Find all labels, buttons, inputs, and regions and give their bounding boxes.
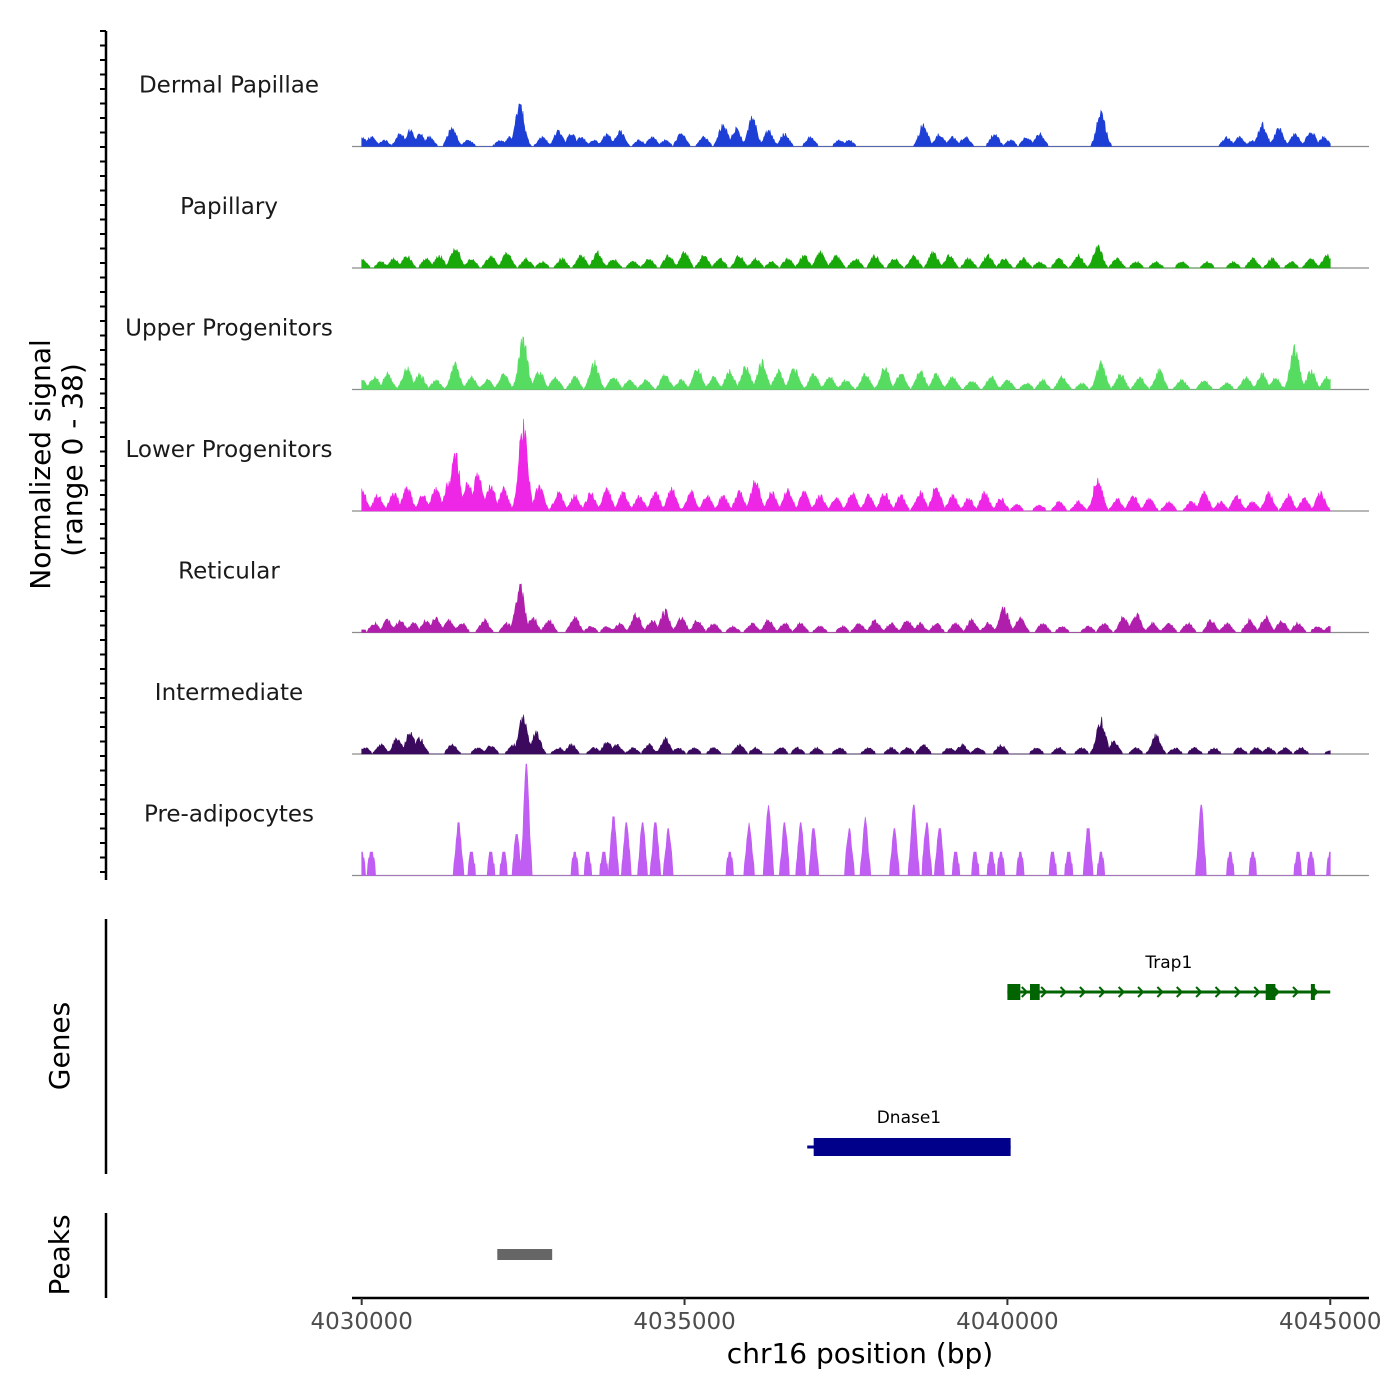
track-label: Pre-adipocytes — [144, 802, 314, 828]
strand-arrow — [1292, 986, 1300, 998]
strand-arrow — [1156, 986, 1164, 998]
strand-arrow — [1253, 986, 1261, 998]
gene-dnase1: Dnase1 — [807, 1108, 1011, 1156]
strand-arrow — [1098, 986, 1106, 998]
x-axis-ticks: 4030000 4035000 4040000 4045000 — [310, 1298, 1381, 1335]
strand-arrow — [1117, 986, 1126, 998]
genes-panel-title: Genes — [43, 1002, 76, 1090]
track-label: Dermal Papillae — [139, 73, 319, 99]
signal-y-ticks — [100, 30, 106, 873]
track-signal-area — [361, 103, 1331, 148]
gene-label: Trap1 — [1144, 953, 1192, 973]
gene-label: Dnase1 — [877, 1108, 941, 1128]
track-reticular: Reticular — [178, 559, 1369, 634]
track-pre-adipocytes: Pre-adipocytes — [144, 763, 1369, 877]
track-signal-area — [361, 583, 1331, 634]
gene-exon — [1030, 984, 1040, 1000]
x-tick-label: 4030000 — [310, 1309, 412, 1335]
track-lower-progenitors: Lower Progenitors — [126, 418, 1369, 512]
track-label: Reticular — [178, 559, 280, 585]
strand-arrow — [1176, 986, 1184, 998]
track-papillary: Papillary — [180, 194, 1369, 269]
peaks-panel-title: Peaks — [43, 1214, 76, 1295]
track-signal-area — [361, 714, 1331, 755]
track-signal-area — [361, 336, 1331, 391]
gene-exon — [1007, 984, 1021, 1000]
strand-arrow — [1234, 986, 1242, 998]
x-tick-label: 4045000 — [1279, 1309, 1381, 1335]
gene-exon — [813, 1138, 1011, 1156]
gene-exon — [1310, 984, 1315, 1000]
track-signal-area — [361, 418, 1331, 512]
track-signal-area — [361, 244, 1331, 269]
signal-y-axis-title: Normalized signal (range 0 - 38) — [24, 330, 89, 589]
strand-arrow — [1214, 986, 1222, 998]
track-signal-area — [361, 763, 1331, 876]
gene-track: Trap1 Dnase1 — [807, 953, 1331, 1156]
strand-arrow — [1079, 986, 1087, 998]
peak-region — [497, 1249, 553, 1260]
strand-arrow — [1021, 986, 1029, 998]
strand-arrow — [1040, 986, 1048, 998]
strand-arrow — [1195, 986, 1203, 998]
y-title-line-1: Normalized signal — [24, 339, 57, 590]
track-label: Papillary — [180, 194, 278, 220]
strand-arrow — [1137, 986, 1145, 998]
peak-track — [497, 1249, 553, 1260]
track-intermediate: Intermediate — [155, 680, 1369, 755]
strand-arrow — [1059, 986, 1067, 998]
track-upper-progenitors: Upper Progenitors — [125, 316, 1369, 391]
x-axis-title: chr16 position (bp) — [727, 1337, 993, 1370]
track-label: Intermediate — [155, 680, 303, 706]
y-title-line-2: (range 0 - 38) — [56, 363, 89, 557]
track-dermal-papillae: Dermal Papillae — [139, 73, 1369, 148]
signal-tracks: Dermal Papillae Papillary Upper Progenitor… — [125, 73, 1369, 877]
x-tick-label: 4040000 — [956, 1309, 1058, 1335]
gene-trap1: Trap1 — [1007, 953, 1331, 1000]
gene-exon — [1265, 984, 1276, 1000]
track-label: Upper Progenitors — [125, 316, 333, 342]
track-label: Lower Progenitors — [126, 437, 333, 463]
x-tick-label: 4035000 — [633, 1309, 735, 1335]
